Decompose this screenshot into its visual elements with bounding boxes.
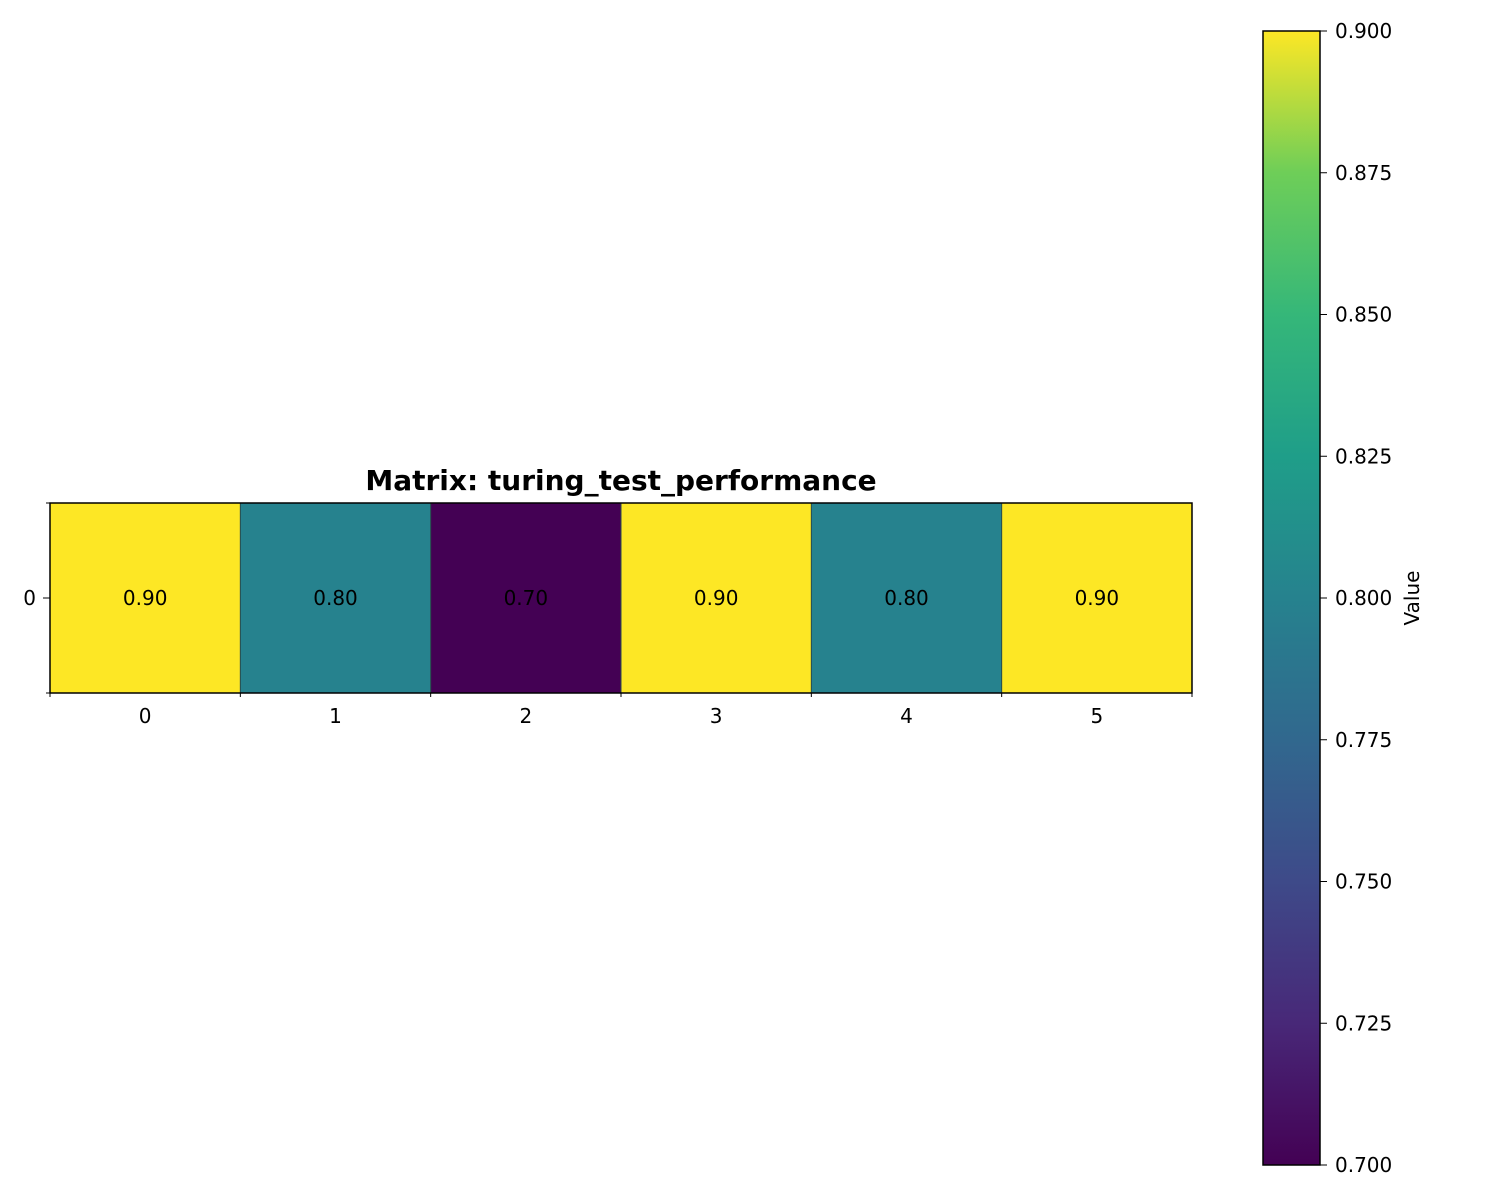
x-axis: 0 1 2 3 4 5 bbox=[49, 693, 1193, 728]
heatmap-cells: 0.90 0.80 0.70 0.90 0.80 0.90 bbox=[50, 503, 1192, 693]
colorbar-tick-label: 0.725 bbox=[1335, 1011, 1392, 1035]
colorbar-tick-label: 0.750 bbox=[1335, 870, 1392, 894]
x-tick-label: 3 bbox=[710, 704, 723, 728]
chart-title: Matrix: turing_test_performance bbox=[365, 464, 876, 497]
colorbar-tick-label: 0.875 bbox=[1335, 161, 1392, 185]
x-tick-label: 0 bbox=[139, 704, 152, 728]
colorbar-tick-label: 0.800 bbox=[1335, 586, 1392, 610]
colorbar-ticks: 0.700 0.725 0.750 0.775 0.800 0.825 0.850 0.875… bbox=[1320, 19, 1392, 1177]
cell-value-label: 0.90 bbox=[694, 586, 739, 610]
cell-value-label: 0.80 bbox=[884, 586, 929, 610]
heatmap-cell bbox=[1001, 503, 1192, 693]
x-tick-label: 1 bbox=[329, 704, 342, 728]
colorbar-tick-label: 0.850 bbox=[1335, 303, 1392, 327]
cell-value-label: 0.90 bbox=[123, 586, 168, 610]
cell-value-label: 0.90 bbox=[1075, 586, 1120, 610]
heatmap-cell bbox=[240, 503, 431, 693]
heatmap-cell bbox=[50, 503, 241, 693]
heatmap-cell bbox=[811, 503, 1002, 693]
y-tick-label: 0 bbox=[23, 586, 36, 610]
colorbar-label: Value bbox=[1400, 571, 1424, 626]
heatmap-frame bbox=[49, 502, 1193, 694]
heatmap-cell bbox=[430, 503, 621, 693]
colorbar: 0.700 0.725 0.750 0.775 0.800 0.825 0.850 0.875… bbox=[1262, 19, 1424, 1177]
y-axis: 0 bbox=[23, 502, 50, 694]
colorbar-tick-label: 0.700 bbox=[1335, 1153, 1392, 1177]
heatmap-cell bbox=[621, 503, 812, 693]
x-tick-label: 5 bbox=[1090, 704, 1103, 728]
colorbar-tick-label: 0.825 bbox=[1335, 444, 1392, 468]
x-tick-label: 4 bbox=[900, 704, 913, 728]
cell-value-label: 0.70 bbox=[504, 586, 549, 610]
x-tick-label: 2 bbox=[519, 704, 532, 728]
cell-value-label: 0.80 bbox=[313, 586, 358, 610]
colorbar-gradient bbox=[1262, 30, 1321, 1166]
colorbar-tick-label: 0.775 bbox=[1335, 728, 1392, 752]
colorbar-tick-label: 0.900 bbox=[1335, 19, 1392, 43]
